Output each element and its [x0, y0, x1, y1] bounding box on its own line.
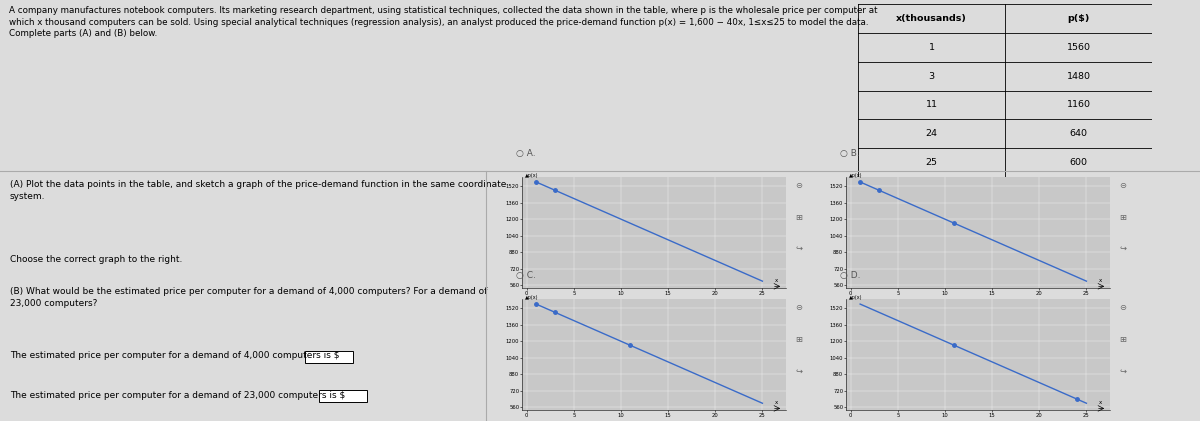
- Text: ○ C.: ○ C.: [516, 271, 536, 280]
- Text: ▲p(x): ▲p(x): [524, 295, 538, 300]
- Text: ↪: ↪: [796, 244, 803, 253]
- Text: ⊝: ⊝: [1120, 181, 1127, 190]
- Text: 3: 3: [929, 72, 935, 81]
- Text: ⊝: ⊝: [1120, 303, 1127, 312]
- Text: ⊞: ⊞: [796, 335, 803, 344]
- Text: ⊞: ⊞: [1120, 335, 1127, 344]
- Text: ○ A.: ○ A.: [516, 149, 535, 158]
- Text: 1560: 1560: [1067, 43, 1091, 52]
- Text: 600: 600: [1069, 158, 1087, 167]
- Text: 640: 640: [1069, 129, 1087, 138]
- Text: ⊞: ⊞: [796, 213, 803, 221]
- Text: x: x: [775, 278, 778, 283]
- Text: ↪: ↪: [796, 366, 803, 375]
- Text: ⊞: ⊞: [1120, 213, 1127, 221]
- Text: ⊝: ⊝: [796, 303, 803, 312]
- FancyBboxPatch shape: [319, 390, 367, 402]
- Text: 1: 1: [929, 43, 935, 52]
- Text: The estimated price per computer for a demand of 23,000 computers is $: The estimated price per computer for a d…: [10, 391, 344, 400]
- Text: x: x: [775, 400, 778, 405]
- Text: ○ D.: ○ D.: [840, 271, 860, 280]
- Text: x: x: [1099, 278, 1102, 283]
- Text: 25: 25: [925, 158, 937, 167]
- Text: ⊝: ⊝: [796, 181, 803, 190]
- Text: x: x: [1099, 400, 1102, 405]
- Text: ↪: ↪: [1120, 366, 1127, 375]
- Text: ▲p(x): ▲p(x): [848, 173, 862, 178]
- Text: x(thousands): x(thousands): [896, 14, 967, 23]
- Text: Choose the correct graph to the right.: Choose the correct graph to the right.: [10, 255, 182, 264]
- Text: ▲p(x): ▲p(x): [524, 173, 538, 178]
- Text: The estimated price per computer for a demand of 4,000 computers is $: The estimated price per computer for a d…: [10, 352, 340, 360]
- Text: 1160: 1160: [1067, 100, 1091, 109]
- Text: 1480: 1480: [1067, 72, 1091, 81]
- Text: (B) What would be the estimated price per computer for a demand of 4,000 compute: (B) What would be the estimated price pe…: [10, 287, 487, 308]
- Text: ↪: ↪: [1120, 244, 1127, 253]
- FancyBboxPatch shape: [305, 351, 353, 362]
- Text: (A) Plot the data points in the table, and sketch a graph of the price-demand fu: (A) Plot the data points in the table, a…: [10, 180, 506, 201]
- Text: p($): p($): [1067, 14, 1090, 23]
- Text: A company manufactures notebook computers. Its marketing research department, us: A company manufactures notebook computer…: [8, 6, 877, 38]
- Text: 11: 11: [925, 100, 937, 109]
- Text: ○ B.: ○ B.: [840, 149, 859, 158]
- Text: 24: 24: [925, 129, 937, 138]
- Text: ▲p(x): ▲p(x): [848, 295, 862, 300]
